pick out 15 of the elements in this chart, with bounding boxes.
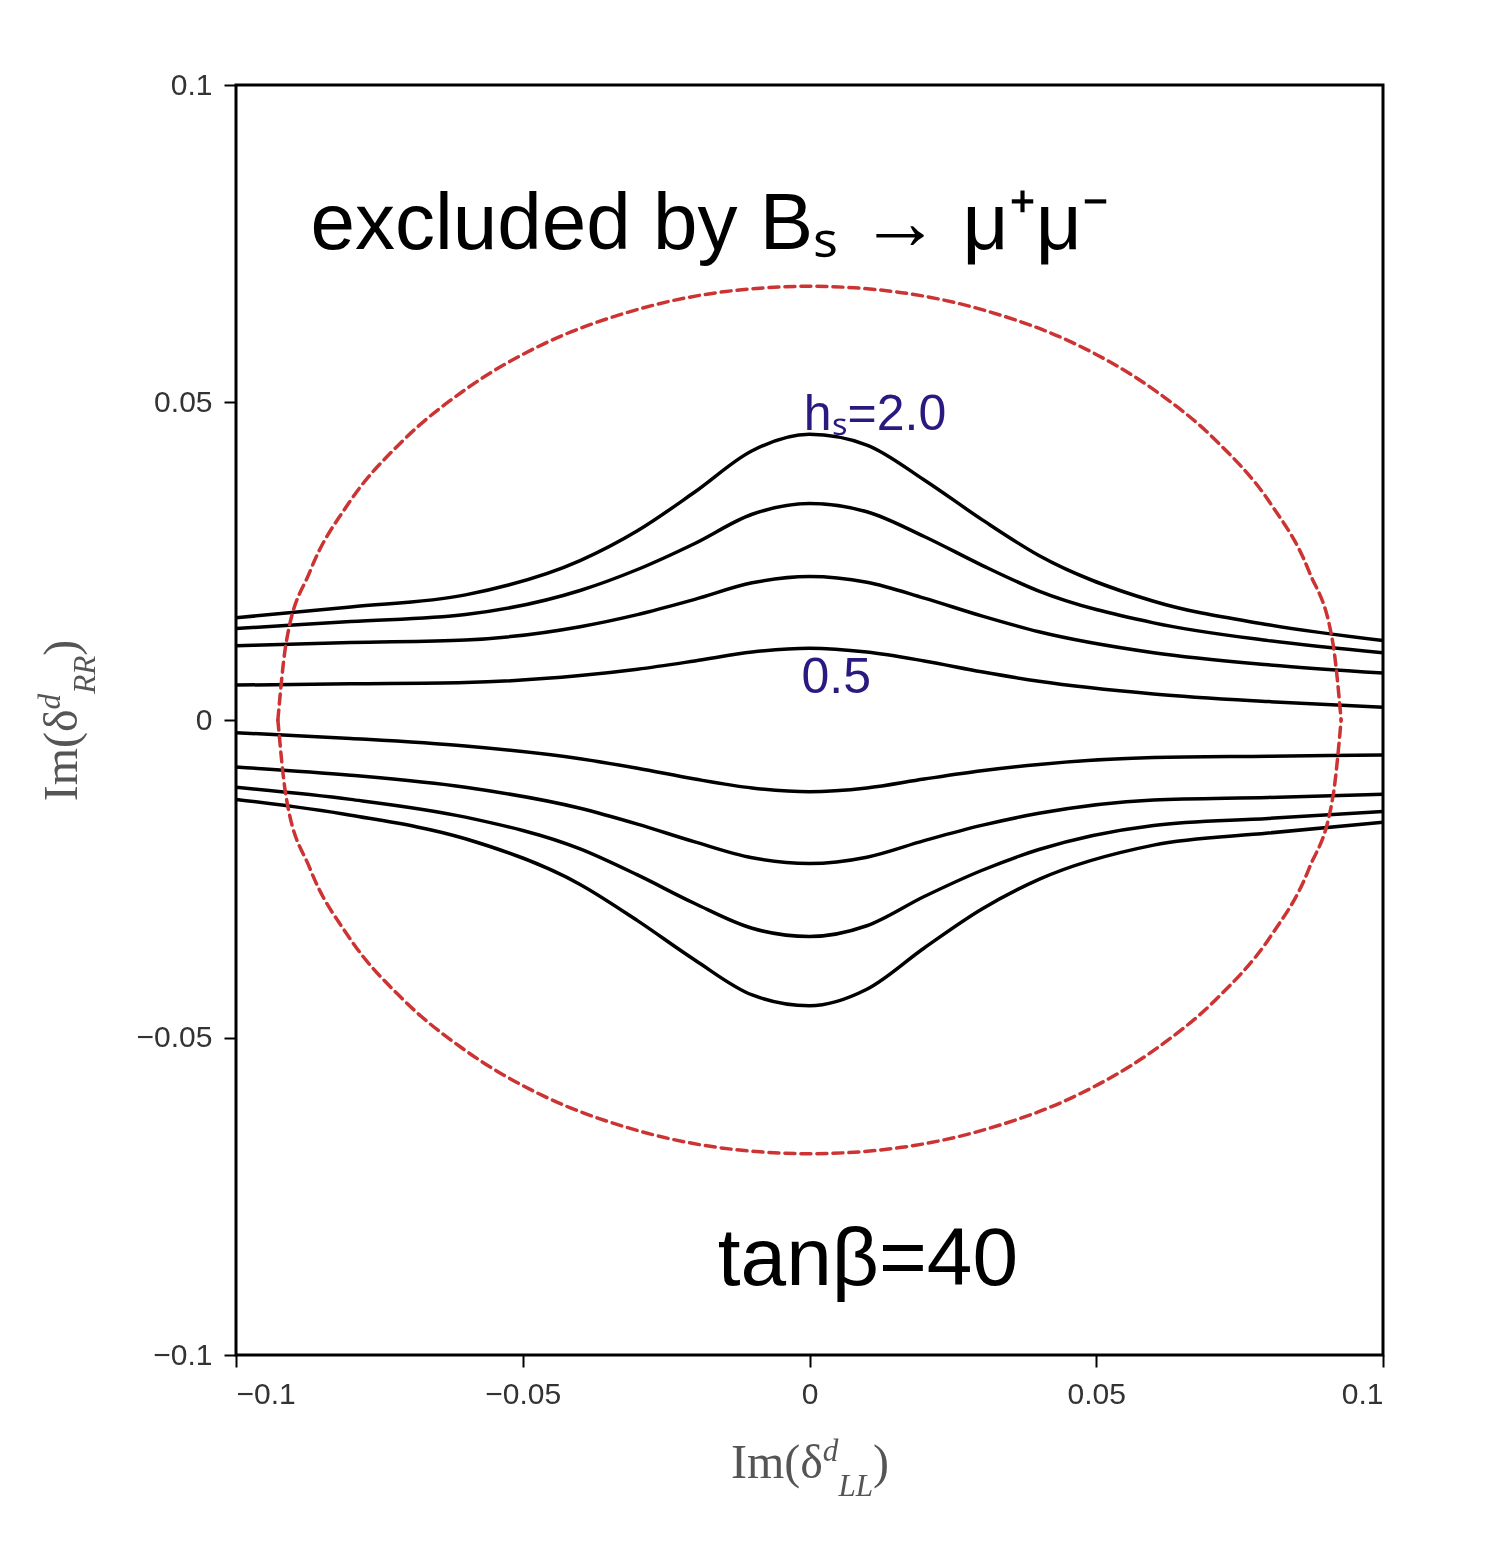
x-axis-title: Im(δ$^{d}$$_{LL}$) [730,1432,890,1502]
y-tick-label: 0.1 [170,67,213,101]
y-tick-label: −0.1 [153,1337,213,1371]
annotation: tanβ=40 [717,1210,1019,1302]
x-tick-label: 0 [801,1376,819,1410]
y-tick-label: −0.05 [136,1020,213,1053]
y-tick-label: 0 [195,702,213,736]
x-tick-label: 0.05 [1067,1376,1126,1410]
x-tick-label: 0.1 [1341,1376,1384,1410]
x-tick-label: −0.05 [485,1376,562,1410]
annotation: 0.5 [801,648,871,705]
annotation: excluded by Bₛ → μ⁺μ⁻ [310,176,1109,266]
x-tick-label: −0.1 [236,1376,296,1410]
y-tick-label: 0.05 [154,385,213,418]
annotation: hₛ=2.0 [803,385,947,442]
